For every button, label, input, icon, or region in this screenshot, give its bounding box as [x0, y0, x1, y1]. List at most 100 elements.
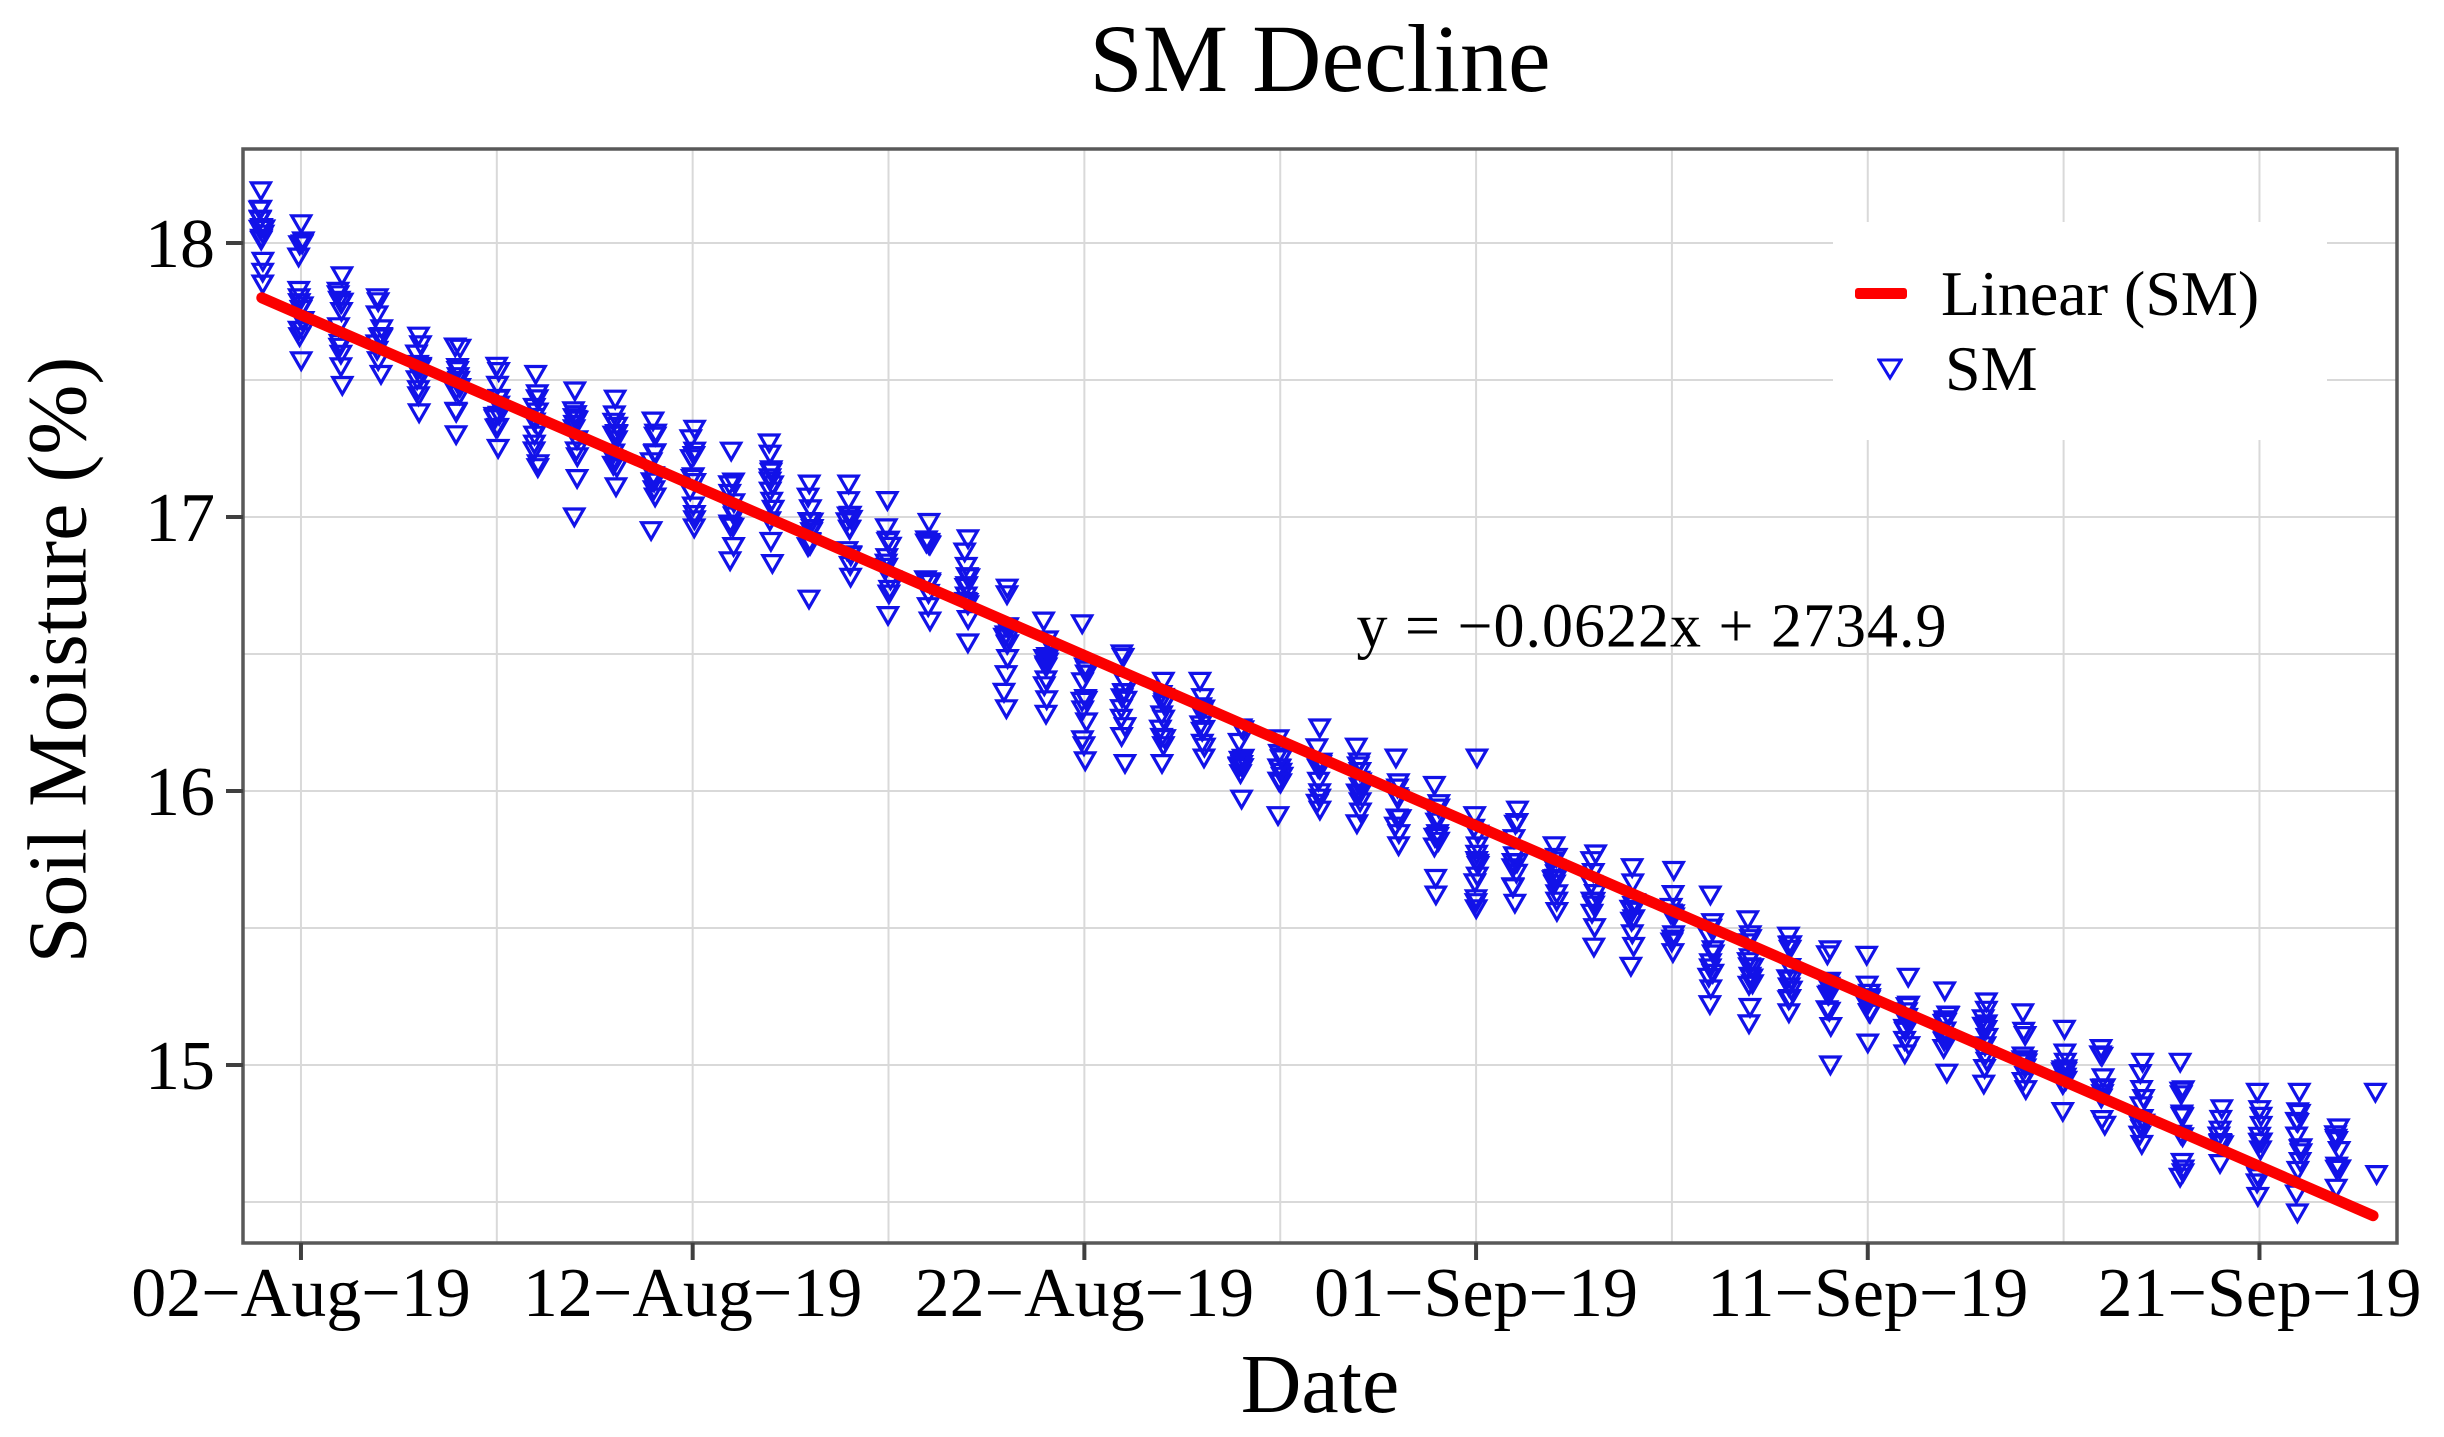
sm-point-marker [1505, 800, 1530, 822]
sm-point-marker [1504, 853, 1530, 875]
sm-point-marker [2364, 1165, 2389, 1187]
sm-point-marker [286, 288, 312, 310]
sm-point-marker [952, 542, 977, 564]
sm-point-marker [994, 578, 1020, 600]
sm-point-marker [2170, 1107, 2195, 1129]
sm-point-marker [1971, 1016, 1996, 1039]
sm-point-marker [1660, 885, 1686, 907]
sm-point-marker [1386, 773, 1411, 795]
sm-point-marker [1700, 940, 1726, 962]
sm-point-marker [248, 181, 274, 203]
sm-point-marker [1817, 984, 1842, 1006]
sm-point-marker [2248, 1106, 2274, 1129]
sm-point-marker [760, 554, 785, 576]
sm-point-marker [329, 266, 355, 288]
sm-point-marker [2285, 1203, 2310, 1225]
trend-equation-label: y = −0.0622x + 2734.9 [1356, 592, 1948, 661]
sm-point-marker [250, 262, 275, 285]
y-tick-label: 16 [145, 754, 215, 831]
sm-point-marker [1463, 899, 1489, 921]
plot-border [241, 147, 2399, 1245]
sm-point-marker [562, 381, 588, 403]
sm-point-marker [756, 433, 782, 455]
sm-point-marker [875, 606, 901, 628]
sm-point-marker [2248, 1115, 2274, 1138]
sm-point-marker [1777, 989, 1803, 1011]
sm-point-marker [525, 458, 551, 480]
sm-point-marker [1502, 893, 1528, 916]
sm-point-marker [1737, 997, 1763, 1020]
sm-point-marker [1071, 736, 1097, 758]
sm-point-marker [1818, 1017, 1844, 1039]
sm-point-marker [406, 403, 432, 425]
sm-point-marker [834, 512, 860, 534]
sm-point-marker [758, 460, 784, 482]
sm-point-marker [1815, 945, 1840, 967]
sm-point-marker [249, 228, 274, 251]
sm-point-marker [328, 357, 354, 379]
sm-point-marker [757, 444, 783, 466]
sm-point-marker [1544, 891, 1569, 913]
sm-point-marker [2169, 1152, 2195, 1175]
sm-point-marker [291, 231, 316, 253]
sm-point-marker [604, 424, 629, 447]
sm-point-marker [1269, 766, 1295, 789]
sm-point-marker [682, 505, 707, 527]
sm-point-marker [1344, 814, 1370, 836]
sm-point-marker [2285, 1102, 2310, 1124]
sm-point-marker [1698, 979, 1724, 1001]
sm-point-marker [955, 633, 981, 655]
sm-point-marker [1422, 775, 1447, 798]
sm-point-marker [1069, 691, 1095, 714]
legend-label-sm: SM [1945, 332, 2038, 404]
sm-point-marker [1386, 836, 1411, 858]
sm-point-marker [1896, 1036, 1922, 1058]
sm-point-marker [1462, 806, 1487, 828]
sm-point-marker [2089, 1110, 2115, 1132]
sm-point-marker [482, 406, 507, 429]
sm-point-marker [288, 214, 314, 236]
sm-point-marker [2207, 1120, 2233, 1142]
sm-point-marker [602, 389, 628, 411]
sm-point-marker [2130, 1052, 2155, 1075]
sm-point-marker [247, 200, 272, 222]
sm-point-marker [2208, 1109, 2234, 1132]
sm-point-marker [1267, 758, 1293, 780]
sm-point-marker [1073, 689, 1098, 711]
sm-point-marker [525, 454, 551, 476]
sm-point-marker [799, 512, 825, 534]
sm-point-marker [1697, 995, 1723, 1017]
sm-point-marker [914, 530, 939, 552]
x-tick-label: 12−Aug−19 [523, 1255, 863, 1332]
sm-point-marker [1306, 771, 1331, 794]
sm-point-marker [1619, 858, 1645, 880]
sm-point-marker [1187, 671, 1213, 694]
sm-point-marker [2167, 1052, 2193, 1075]
sm-point-marker [2090, 1068, 2116, 1090]
x-tick-label: 21−Sep−19 [2097, 1255, 2421, 1332]
sm-point-marker [1661, 860, 1687, 883]
sm-point-marker [1737, 966, 1763, 989]
sm-point-marker [1504, 863, 1529, 886]
sm-point-marker [678, 429, 704, 451]
sm-point-marker [2284, 1126, 2309, 1148]
y-axis-title: Soil Moisture (%) [11, 356, 105, 964]
sm-point-marker [1778, 970, 1804, 992]
sm-point-marker [1304, 738, 1330, 760]
sm-point-marker [795, 487, 821, 509]
x-tick-labels: 02−Aug−19 12−Aug−19 22−Aug−19 01−Sep−19 11−S… [131, 1255, 2421, 1332]
sm-point-marker [2010, 1072, 2036, 1094]
sm-point-marker [1543, 868, 1569, 891]
sm-point-marker [1970, 1009, 1996, 1031]
sm-point-marker [721, 472, 746, 494]
x-tick-label: 11−Sep−19 [1707, 1255, 2028, 1332]
sm-point-marker [1618, 956, 1644, 979]
sm-point-marker [602, 405, 627, 427]
sm-point-marker [2287, 1082, 2312, 1105]
sm-point-marker [525, 384, 550, 406]
sm-point-marker [2050, 1062, 2075, 1084]
sm-point-marker [1109, 699, 1134, 721]
sm-point-marker [1855, 1033, 1881, 1055]
sm-point-marker [522, 425, 547, 447]
sm-point-marker [1700, 963, 1726, 986]
